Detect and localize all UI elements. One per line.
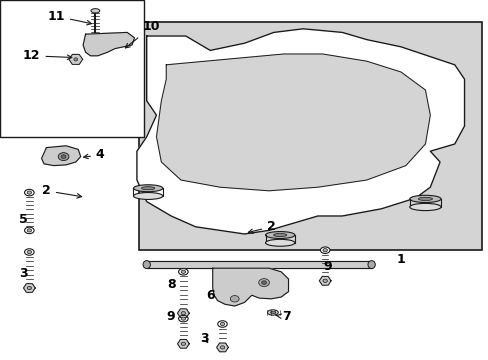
Ellipse shape [258,279,269,287]
Text: 8: 8 [166,278,175,291]
Ellipse shape [178,341,188,347]
Polygon shape [177,309,189,318]
Text: 3: 3 [200,332,208,345]
Ellipse shape [270,311,275,314]
Ellipse shape [273,233,286,237]
Ellipse shape [230,296,239,302]
Ellipse shape [265,239,294,246]
Ellipse shape [261,281,266,284]
Ellipse shape [322,248,327,252]
Ellipse shape [418,197,431,201]
Polygon shape [177,339,189,348]
Ellipse shape [178,315,188,322]
Ellipse shape [27,229,32,232]
Ellipse shape [61,155,66,158]
Ellipse shape [267,310,278,315]
Ellipse shape [24,227,34,234]
Text: 9: 9 [166,310,175,323]
Ellipse shape [27,251,32,253]
Ellipse shape [320,247,329,253]
Ellipse shape [91,9,100,13]
Polygon shape [23,284,35,292]
Ellipse shape [220,346,224,349]
Ellipse shape [217,344,227,351]
Ellipse shape [181,317,185,320]
Ellipse shape [133,193,163,199]
Text: 5: 5 [19,213,28,226]
Polygon shape [83,32,134,56]
Ellipse shape [409,195,440,202]
Polygon shape [137,29,464,234]
Ellipse shape [181,342,185,346]
Polygon shape [212,268,288,306]
Ellipse shape [24,189,34,196]
Bar [0,0,144,137]
Ellipse shape [181,311,185,315]
Ellipse shape [409,203,440,211]
Ellipse shape [322,279,327,282]
Text: 1: 1 [396,253,405,266]
Ellipse shape [265,231,294,238]
Text: 4: 4 [83,148,104,161]
Ellipse shape [24,249,34,255]
Ellipse shape [133,185,163,192]
Ellipse shape [143,261,150,269]
Ellipse shape [178,269,188,275]
Text: 7: 7 [276,310,290,323]
Bar [139,22,481,250]
Text: 9: 9 [323,260,331,273]
Polygon shape [41,146,81,166]
Polygon shape [156,54,429,191]
Text: 11: 11 [47,10,91,25]
Ellipse shape [24,285,34,291]
Polygon shape [69,54,82,64]
Ellipse shape [220,323,224,325]
Polygon shape [319,276,330,285]
Text: 12: 12 [23,49,72,62]
Ellipse shape [27,191,32,194]
Text: 6: 6 [205,289,214,302]
Text: 3: 3 [19,267,28,280]
Ellipse shape [367,261,375,269]
Ellipse shape [181,270,185,274]
Ellipse shape [27,287,32,289]
Ellipse shape [178,310,188,316]
Ellipse shape [320,278,329,284]
Ellipse shape [74,58,78,61]
Ellipse shape [217,321,227,327]
Ellipse shape [142,186,154,190]
Text: 2: 2 [248,220,275,233]
Ellipse shape [58,153,69,161]
Text: 2: 2 [42,184,81,198]
Text: 10: 10 [125,21,160,48]
Polygon shape [216,343,228,352]
